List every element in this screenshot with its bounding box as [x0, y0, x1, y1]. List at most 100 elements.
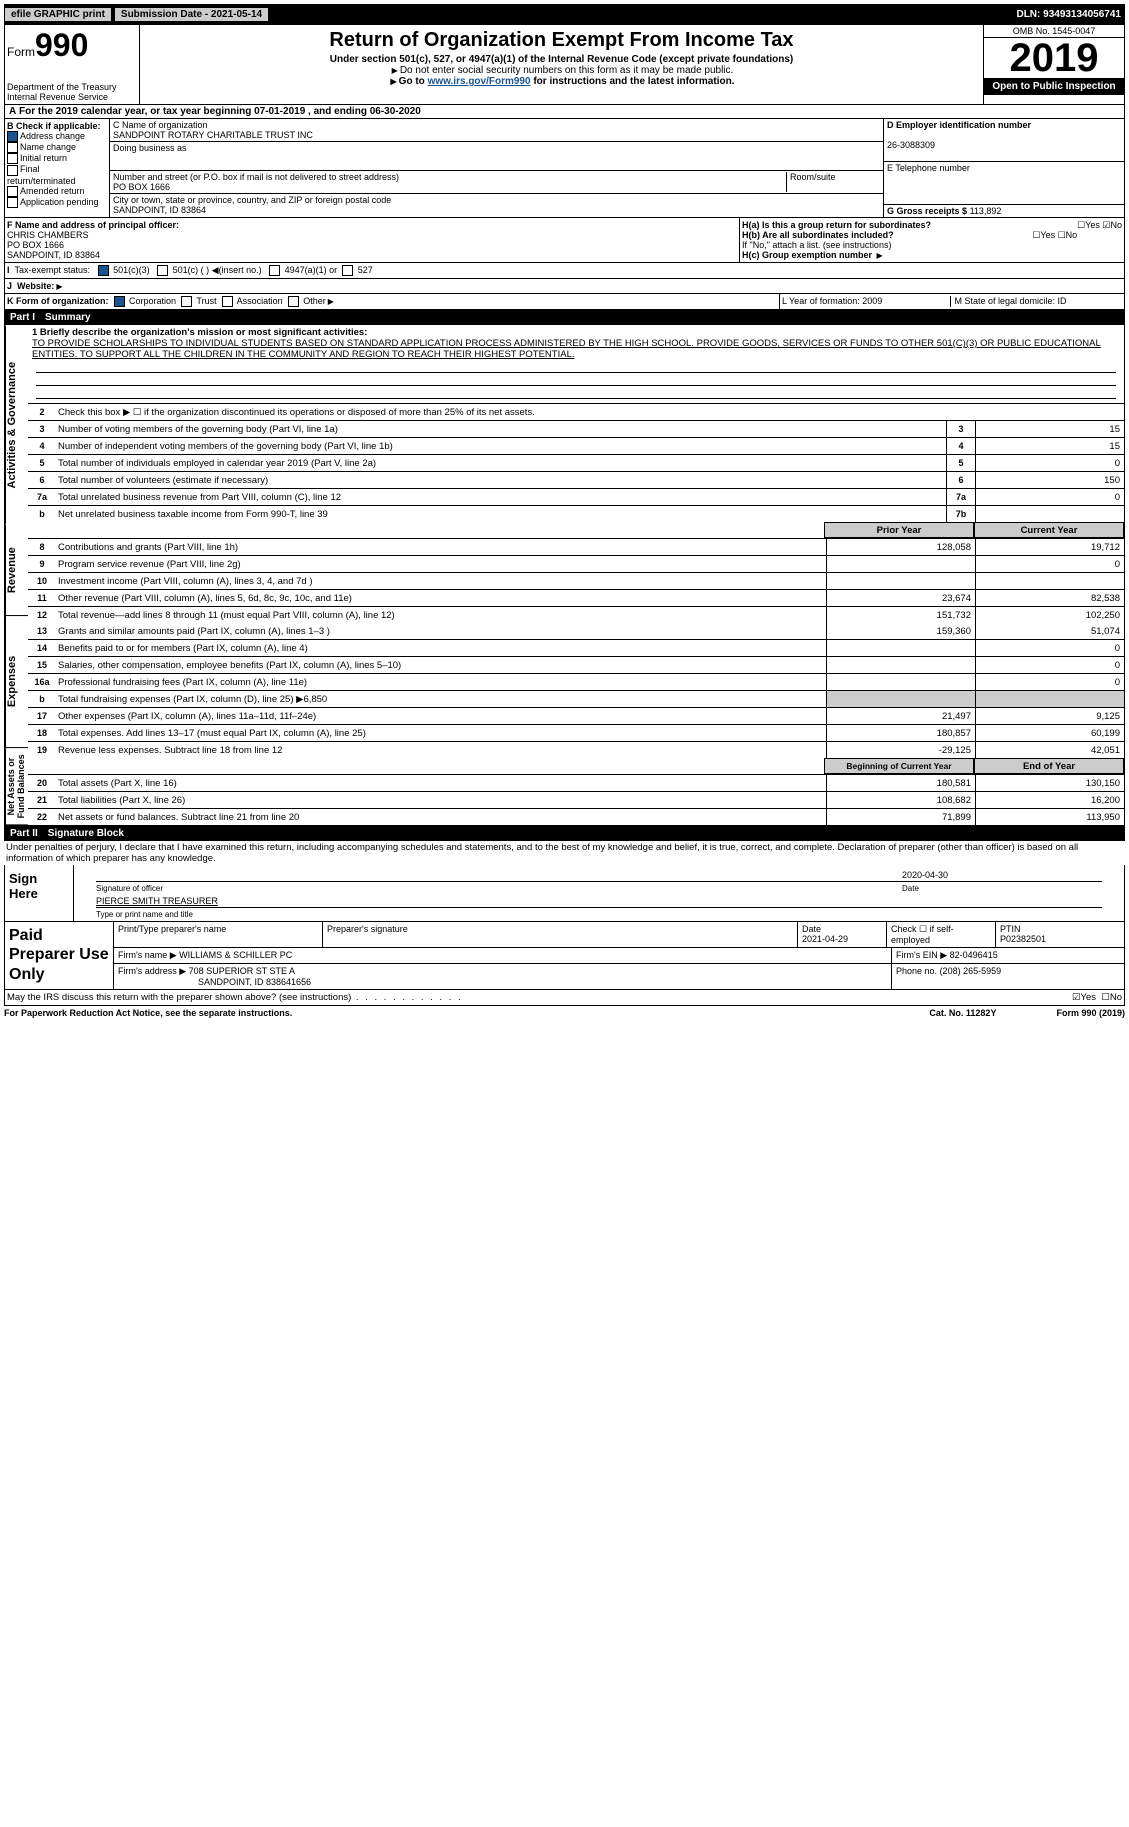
- city: SANDPOINT, ID 83864: [113, 205, 206, 215]
- officer-name: CHRIS CHAMBERS: [7, 230, 89, 240]
- k-l-m: K Form of organization: Corporation Trus…: [4, 294, 1125, 310]
- efile-btn[interactable]: efile GRAPHIC print: [4, 7, 112, 22]
- firm-ein: 82-0496415: [950, 950, 998, 960]
- tab-net: Net Assets or Fund Balances: [5, 748, 28, 825]
- line-19: 19Revenue less expenses. Subtract line 1…: [28, 742, 1124, 758]
- line-15: 15Salaries, other compensation, employee…: [28, 657, 1124, 674]
- line-17: 17Other expenses (Part IX, column (A), l…: [28, 708, 1124, 725]
- irs: Internal Revenue Service: [7, 92, 137, 102]
- form-number: Form990: [7, 27, 137, 64]
- date-cap: Date: [902, 884, 1102, 893]
- org-name: SANDPOINT ROTARY CHARITABLE TRUST INC: [113, 130, 313, 140]
- form-header: Form990 Department of the Treasury Inter…: [4, 24, 1125, 105]
- street: PO BOX 1666: [113, 182, 170, 192]
- firm-addr2: SANDPOINT, ID 838641656: [198, 977, 311, 987]
- line-10: 10Investment income (Part VIII, column (…: [28, 573, 1124, 590]
- tab-exp: Expenses: [5, 616, 28, 748]
- c-lbl: C Name of organization: [113, 120, 208, 130]
- period: A For the 2019 calendar year, or tax yea…: [5, 105, 1124, 118]
- irs-link[interactable]: www.irs.gov/Form990: [428, 76, 531, 87]
- section-b-to-g: B Check if applicable: Address change Na…: [4, 119, 1125, 218]
- chk-app[interactable]: Application pending: [20, 197, 99, 207]
- e-lbl: E Telephone number: [887, 163, 970, 173]
- line-12: 12Total revenue—add lines 8 through 11 (…: [28, 607, 1124, 623]
- domicile: M State of legal domicile: ID: [951, 296, 1123, 307]
- open-inspection: Open to Public Inspection: [984, 78, 1124, 95]
- line-9: 9Program service revenue (Part VIII, lin…: [28, 556, 1124, 573]
- line-20: 20Total assets (Part X, line 16)180,5811…: [28, 775, 1124, 792]
- firm-name: WILLIAMS & SCHILLER PC: [179, 950, 292, 960]
- summary: Activities & Governance Revenue Expenses…: [4, 325, 1125, 826]
- tab-rev: Revenue: [5, 525, 28, 616]
- year-formation: L Year of formation: 2009: [782, 296, 951, 307]
- line-21: 21Total liabilities (Part X, line 26)108…: [28, 792, 1124, 809]
- sign-lbl: Sign Here: [5, 865, 74, 921]
- self-emp[interactable]: Check ☐ if self-employed: [887, 922, 996, 947]
- line-13: 13Grants and similar amounts paid (Part …: [28, 623, 1124, 640]
- mission-block: 1 Briefly describe the organization's mi…: [28, 325, 1124, 404]
- discuss: May the IRS discuss this return with the…: [4, 990, 1125, 1006]
- prep-date: 2021-04-29: [802, 934, 848, 944]
- officer-addr1: PO BOX 1666: [7, 240, 64, 250]
- line-18: 18Total expenses. Add lines 13–17 (must …: [28, 725, 1124, 742]
- f-lbl: F Name and address of principal officer:: [7, 220, 179, 230]
- chk-amend[interactable]: Amended return: [20, 186, 85, 196]
- paid-lbl: Paid Preparer Use Only: [5, 922, 114, 989]
- col-hdr2: Beginning of Current YearEnd of Year: [28, 758, 1124, 775]
- form-title: Return of Organization Exempt From Incom…: [142, 29, 981, 52]
- city-lbl: City or town, state or province, country…: [113, 195, 391, 205]
- ha: H(a) Is this a group return for subordin…: [742, 220, 931, 230]
- sig-cap: Signature of officer: [96, 884, 902, 893]
- sign-block: Sign Here 2020-04-30 Signature of office…: [4, 865, 1125, 922]
- chk-init[interactable]: Initial return: [20, 153, 67, 163]
- section-f-h: F Name and address of principal officer:…: [4, 218, 1125, 263]
- line-b: bTotal fundraising expenses (Part IX, co…: [28, 691, 1124, 708]
- street-lbl: Number and street (or P.O. box if mail i…: [113, 172, 399, 182]
- line-11: 11Other revenue (Part VIII, column (A), …: [28, 590, 1124, 607]
- note2: Go to www.irs.gov/Form990 for instructio…: [142, 76, 981, 87]
- hc: H(c) Group exemption number: [742, 250, 872, 260]
- dln: DLN: 93493134056741: [1016, 9, 1121, 20]
- room-lbl: Room/suite: [786, 172, 880, 192]
- line-16a: 16aProfessional fundraising fees (Part I…: [28, 674, 1124, 691]
- chk-addr[interactable]: Address change: [20, 131, 85, 141]
- line-b: bNet unrelated business taxable income f…: [28, 506, 1124, 522]
- line-3: 3Number of voting members of the governi…: [28, 421, 1124, 438]
- name-cap: Type or print name and title: [96, 910, 1102, 919]
- dept: Department of the Treasury: [7, 82, 137, 92]
- line-8: 8Contributions and grants (Part VIII, li…: [28, 539, 1124, 556]
- firm-addr: 708 SUPERIOR ST STE A: [189, 966, 295, 976]
- hb-note: If "No," attach a list. (see instruction…: [742, 240, 1122, 250]
- footer: For Paperwork Reduction Act Notice, see …: [4, 1008, 1125, 1018]
- gross: 113,892: [970, 206, 1002, 216]
- hb: H(b) Are all subordinates included?: [742, 230, 894, 240]
- paid-preparer: Paid Preparer Use Only Print/Type prepar…: [4, 922, 1125, 990]
- signer-name: PIERCE SMITH TREASURER: [96, 896, 218, 906]
- part1-hdr: Part ISummary: [4, 310, 1125, 325]
- prep-name-lbl: Print/Type preparer's name: [114, 922, 323, 947]
- g-lbl: G Gross receipts $: [887, 206, 967, 216]
- line-6: 6Total number of volunteers (estimate if…: [28, 472, 1124, 489]
- chk-name[interactable]: Name change: [20, 142, 76, 152]
- perjury: Under penalties of perjury, I declare th…: [4, 841, 1125, 865]
- tab-gov: Activities & Governance: [5, 325, 28, 524]
- tax-status: I Tax-exempt status: 501(c)(3) 501(c) ( …: [4, 263, 1125, 279]
- topbar: efile GRAPHIC print Submission Date - 20…: [4, 4, 1125, 24]
- tax-year: 2019: [984, 38, 1124, 78]
- prep-sig-lbl: Preparer's signature: [323, 922, 798, 947]
- officer-addr2: SANDPOINT, ID 83864: [7, 250, 100, 260]
- col-hdr: Prior YearCurrent Year: [28, 522, 1124, 539]
- line-14: 14Benefits paid to or for members (Part …: [28, 640, 1124, 657]
- line-5: 5Total number of individuals employed in…: [28, 455, 1124, 472]
- d-lbl: D Employer identification number: [887, 120, 1031, 130]
- submission-btn[interactable]: Submission Date - 2021-05-14: [114, 7, 269, 22]
- line-22: 22Net assets or fund balances. Subtract …: [28, 809, 1124, 825]
- line-7a: 7aTotal unrelated business revenue from …: [28, 489, 1124, 506]
- sign-date: 2020-04-30: [902, 870, 1102, 880]
- dba-lbl: Doing business as: [113, 143, 187, 153]
- subtitle: Under section 501(c), 527, or 4947(a)(1)…: [142, 54, 981, 65]
- firm-phone: (208) 265-5959: [940, 966, 1002, 976]
- line-2: 2Check this box ▶ ☐ if the organization …: [28, 404, 1124, 421]
- b-title: B Check if applicable:: [7, 121, 101, 131]
- part2-hdr: Part IISignature Block: [4, 826, 1125, 841]
